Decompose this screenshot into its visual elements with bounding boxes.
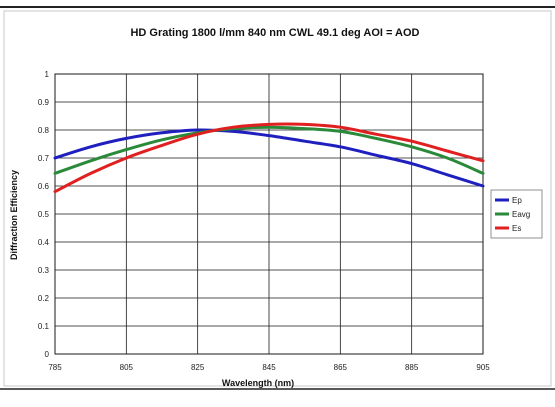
y-tick-label: 0.3 — [38, 266, 50, 275]
chart-title: HD Grating 1800 l/mm 840 nm CWL 49.1 deg… — [130, 27, 419, 39]
y-tick-label: 0.2 — [38, 294, 50, 303]
x-tick-label: 785 — [48, 363, 62, 372]
y-tick-label: 0.5 — [38, 210, 50, 219]
y-tick-label: 0.1 — [38, 322, 50, 331]
x-tick-label: 885 — [405, 363, 419, 372]
y-tick-label: 1 — [45, 70, 50, 79]
legend-label-ep: Ep — [512, 196, 522, 205]
series-line-es — [53, 122, 485, 194]
x-tick-label: 825 — [191, 363, 205, 372]
y-tick-label: 0 — [45, 350, 50, 359]
y-tick-label: 0.6 — [38, 182, 50, 191]
series-line-eavg — [53, 125, 485, 175]
legend-label-eavg: Eavg — [512, 210, 530, 219]
legend-label-es: Es — [512, 224, 521, 233]
x-axis-label: Wavelength (nm) — [222, 378, 294, 388]
x-axis-ticks: 785 805 825 845 865 885 905 — [48, 363, 490, 372]
x-tick-label: 805 — [120, 363, 134, 372]
x-tick-label: 845 — [262, 363, 276, 372]
y-tick-label: 0.9 — [38, 98, 50, 107]
chart-area-border — [3, 10, 552, 387]
x-tick-label: 865 — [334, 363, 348, 372]
series-lines — [53, 122, 485, 194]
y-tick-label: 0.4 — [38, 238, 50, 247]
series-line-ep — [53, 128, 485, 188]
y-axis-label: Diffraction Efficiency — [9, 170, 19, 260]
plot-border — [54, 73, 484, 355]
legend: Ep Eavg Es — [490, 189, 543, 239]
x-tick-label: 905 — [476, 363, 490, 372]
y-axis-ticks: 0 0.1 0.2 0.3 0.4 0.5 0.6 0.7 0.8 0.9 1 — [38, 70, 50, 359]
y-tick-label: 0.8 — [38, 126, 50, 135]
y-tick-label: 0.7 — [38, 154, 50, 163]
plot-area-border — [54, 73, 484, 355]
